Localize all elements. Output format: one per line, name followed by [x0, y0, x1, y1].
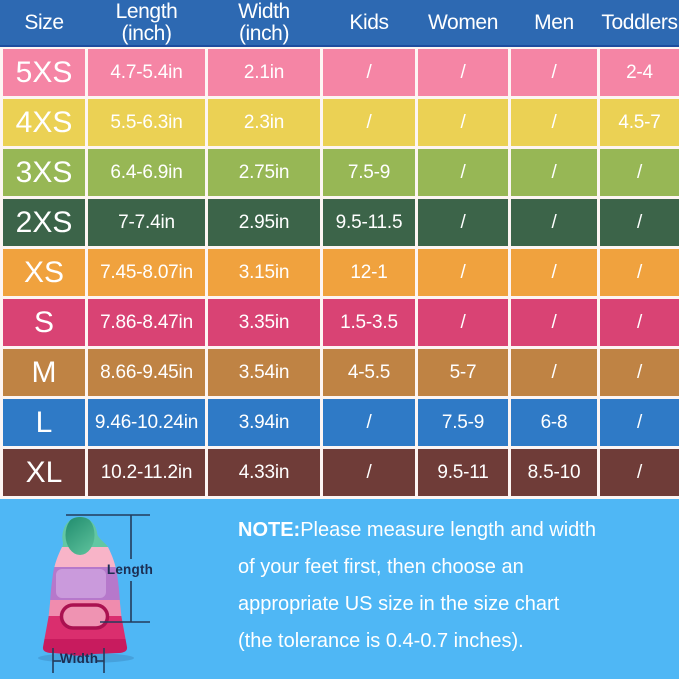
cell-length: 8.66-9.45in [88, 349, 205, 396]
cell-women: / [418, 299, 508, 346]
cell-toddlers: 4.5-7 [600, 99, 679, 146]
col-header-width: Width (inch) [238, 0, 290, 45]
cell-kids: 1.5-3.5 [323, 299, 415, 346]
cell-men: / [511, 99, 597, 146]
col-header-toddlers: Toddlers [601, 10, 678, 34]
cell-length: 7-7.4in [88, 199, 205, 246]
cell-length: 9.46-10.24in [88, 399, 205, 446]
cell-women: / [418, 249, 508, 296]
cell-women: / [418, 99, 508, 146]
cell-size: 5XS [3, 49, 85, 96]
cell-men: / [511, 199, 597, 246]
cell-length: 6.4-6.9in [88, 149, 205, 196]
cell-men: 6-8 [511, 399, 597, 446]
table-header: Size Length (inch) Width (inch) Kids Wom… [0, 0, 679, 47]
cell-length: 5.5-6.3in [88, 99, 205, 146]
cell-kids: 4-5.5 [323, 349, 415, 396]
measurement-note: NOTE:Please measure length and width of … [238, 512, 658, 660]
cell-width: 3.35in [208, 299, 320, 346]
cell-width: 4.33in [208, 449, 320, 496]
cell-width: 2.95in [208, 199, 320, 246]
cell-toddlers: / [600, 199, 679, 246]
cell-kids: / [323, 99, 415, 146]
cell-men: / [511, 349, 597, 396]
cell-size: S [3, 299, 85, 346]
col-header-kids: Kids [349, 10, 389, 34]
note-bold-prefix: NOTE: [238, 519, 301, 541]
cell-toddlers: / [600, 149, 679, 196]
cell-width: 3.15in [208, 249, 320, 296]
cell-width: 2.3in [208, 99, 320, 146]
cell-kids: 12-1 [323, 249, 415, 296]
fin-illustration [38, 514, 150, 673]
cell-width: 3.94in [208, 399, 320, 446]
cell-length: 10.2-11.2in [88, 449, 205, 496]
note-line-2: of your feet first, then choose an [238, 556, 524, 578]
cell-size: XL [3, 449, 85, 496]
cell-length: 4.7-5.4in [88, 49, 205, 96]
cell-toddlers: / [600, 449, 679, 496]
note-line-4: (the tolerance is 0.4-0.7 inches). [238, 630, 524, 652]
col-header-men: Men [534, 10, 574, 34]
cell-size: XS [3, 249, 85, 296]
cell-toddlers: / [600, 399, 679, 446]
cell-length: 7.45-8.07in [88, 249, 205, 296]
cell-width: 2.75in [208, 149, 320, 196]
cell-men: / [511, 49, 597, 96]
cell-size: 2XS [3, 199, 85, 246]
size-table-body: 5XS 4.7-5.4in 2.1in / / / 2-4 4XS 5.5-6.… [0, 47, 679, 499]
cell-kids: / [323, 49, 415, 96]
cell-kids: 7.5-9 [323, 149, 415, 196]
cell-women: / [418, 199, 508, 246]
info-panel: Length Width NOTE:Please measure length … [0, 499, 679, 679]
cell-toddlers: / [600, 299, 679, 346]
cell-size: 3XS [3, 149, 85, 196]
cell-width: 3.54in [208, 349, 320, 396]
length-dimension-label: Length [106, 562, 154, 577]
cell-kids: 9.5-11.5 [323, 199, 415, 246]
note-line-1: NOTE:Please measure length and width [238, 512, 658, 549]
dimension-lines [52, 514, 150, 673]
cell-women: 7.5-9 [418, 399, 508, 446]
cell-men: / [511, 149, 597, 196]
cell-women: / [418, 49, 508, 96]
cell-size: L [3, 399, 85, 446]
col-header-women: Women [428, 10, 498, 34]
note-line-1-text: Please measure length and width [300, 519, 596, 541]
cell-kids: / [323, 399, 415, 446]
cell-women: 5-7 [418, 349, 508, 396]
col-header-length: Length (inch) [115, 0, 178, 45]
cell-men: / [511, 249, 597, 296]
cell-toddlers: / [600, 249, 679, 296]
cell-women: 9.5-11 [418, 449, 508, 496]
cell-men: / [511, 299, 597, 346]
cell-size: M [3, 349, 85, 396]
cell-width: 2.1in [208, 49, 320, 96]
cell-kids: / [323, 449, 415, 496]
cell-toddlers: 2-4 [600, 49, 679, 96]
width-dimension-label: Width [59, 651, 99, 666]
cell-length: 7.86-8.47in [88, 299, 205, 346]
cell-women: / [418, 149, 508, 196]
cell-size: 4XS [3, 99, 85, 146]
note-line-3: appropriate US size in the size chart [238, 593, 560, 615]
cell-men: 8.5-10 [511, 449, 597, 496]
cell-toddlers: / [600, 349, 679, 396]
col-header-size: Size [24, 10, 64, 34]
